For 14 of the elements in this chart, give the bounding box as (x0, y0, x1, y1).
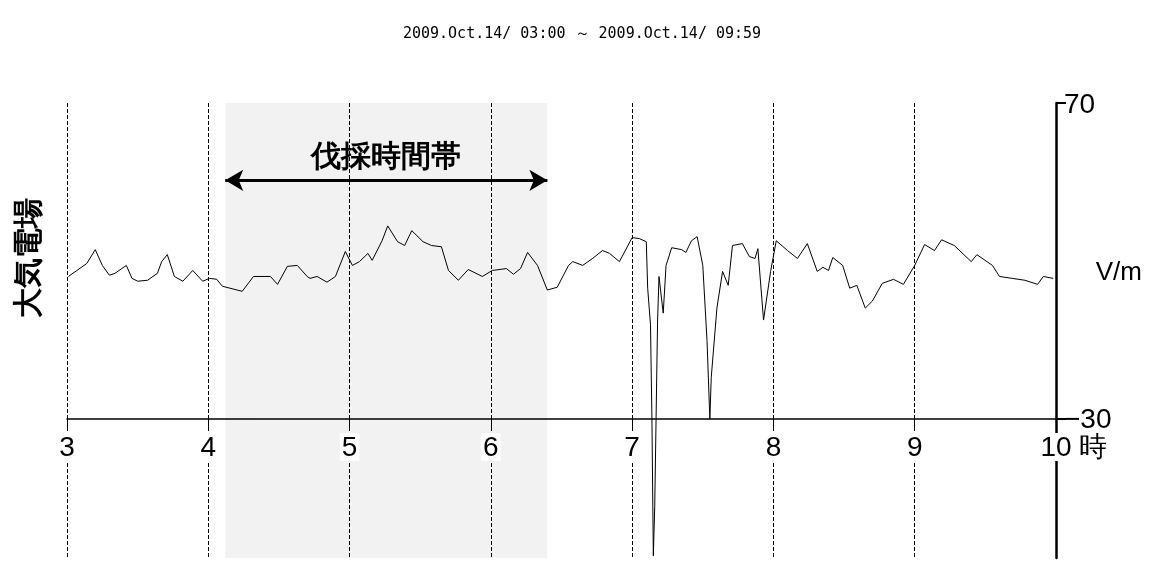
text: V/m (1095, 256, 1143, 286)
x-tick-label: 6 (483, 431, 499, 463)
x-tick-label: 5 (341, 431, 358, 463)
band-label: 伐採時間帯 (310, 138, 462, 172)
x-axis-title: 時 (1079, 431, 1108, 463)
x-tick-label: 10 (1040, 431, 1072, 463)
x-tick-label: 4 (200, 431, 217, 463)
x-tick-label: 9 (906, 431, 923, 463)
x-tick-label: 8 (765, 431, 782, 463)
x-tick-label: 7 (624, 431, 640, 463)
x-tick-label: 3 (59, 431, 75, 463)
y-axis-title: 大気電場 (10, 198, 44, 318)
chart-title: 2009.Oct.14/ 03:00 ～ 2009.Oct.14/ 09:59 (402, 23, 762, 42)
y-tick-label: 70 (1064, 87, 1096, 119)
